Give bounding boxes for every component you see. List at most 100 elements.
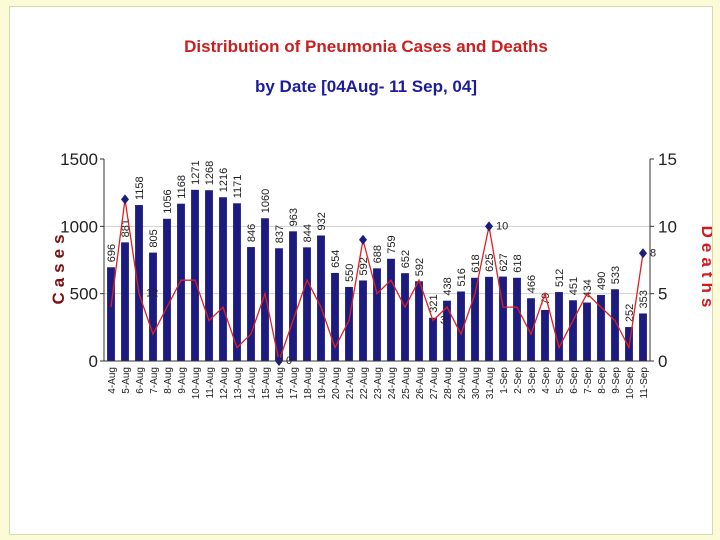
deaths-annotation: 12 — [146, 288, 158, 300]
bar-value-label: 1271 — [190, 160, 202, 184]
case-bar — [275, 248, 283, 361]
case-bar — [135, 205, 143, 361]
x-tick-label: 8-Aug — [163, 367, 174, 394]
x-tick-label: 30-Aug — [471, 367, 482, 399]
bar-value-label: 512 — [554, 269, 566, 287]
bar-value-label: 451 — [568, 277, 580, 295]
case-bar — [261, 218, 269, 361]
x-tick-label: 16-Aug — [275, 367, 286, 399]
x-tick-label: 14-Aug — [247, 367, 258, 399]
bar-value-label: 654 — [330, 250, 342, 268]
bar-value-label: 592 — [358, 257, 370, 275]
x-tick-label: 22-Aug — [359, 367, 370, 399]
right-axis-title: Deaths — [698, 226, 712, 313]
x-tick-label: 1-Sep — [499, 367, 510, 394]
bar-value-label: 932 — [316, 212, 328, 230]
x-tick-label: 8-Sep — [597, 367, 608, 394]
bar-value-label: 625 — [484, 253, 496, 271]
x-tick-label: 5-Aug — [121, 367, 132, 394]
left-axis-title: Cases — [49, 229, 68, 304]
case-bar — [583, 302, 591, 361]
bar-value-label: 844 — [302, 224, 314, 242]
bar-value-label: 533 — [610, 266, 622, 284]
bar-value-label: 1171 — [232, 175, 244, 199]
deaths-marker — [485, 221, 493, 232]
case-bar — [359, 280, 367, 361]
case-bar — [177, 203, 185, 361]
case-bar — [639, 313, 647, 361]
bar-value-label: 1268 — [204, 161, 216, 185]
x-tick-label: 5-Sep — [555, 367, 566, 394]
chart-subtitle: by Date [04Aug- 11 Sep, 04] — [255, 77, 477, 96]
bar-value-label: 627 — [498, 253, 510, 271]
bar-value-label: 846 — [246, 224, 258, 242]
x-tick-label: 31-Aug — [485, 367, 496, 399]
deaths-annotation: 8 — [650, 247, 656, 259]
x-tick-label: 17-Aug — [289, 367, 300, 399]
x-tick-label: 23-Aug — [373, 367, 384, 399]
case-bar — [345, 286, 353, 361]
bar-value-label: 696 — [106, 244, 118, 262]
bar-value-label: 837 — [274, 225, 286, 243]
x-tick-label: 7-Aug — [149, 367, 160, 394]
left-axis-ticks: 0 500 1000 1500 — [60, 150, 104, 371]
right-tick-label: 10 — [658, 217, 677, 236]
case-bar — [555, 292, 563, 361]
case-bar — [415, 281, 423, 361]
x-tick-label: 24-Aug — [387, 367, 398, 399]
case-bar — [163, 218, 171, 361]
case-bar — [107, 267, 115, 361]
bar-value-label: 516 — [456, 268, 468, 286]
case-bar — [541, 309, 549, 361]
x-tick-label: 27-Aug — [429, 367, 440, 399]
x-tick-label: 6-Sep — [569, 367, 580, 394]
x-tick-label: 19-Aug — [317, 367, 328, 399]
deaths-marker — [359, 234, 367, 245]
bar-value-label: 688 — [372, 245, 384, 263]
bar-value-label: 353 — [638, 290, 650, 308]
x-tick-label: 25-Aug — [401, 367, 412, 399]
case-bar — [401, 273, 409, 361]
x-tick-label: 11-Sep — [639, 367, 650, 399]
bar-value-label: 434 — [582, 279, 594, 297]
case-bar — [387, 258, 395, 361]
left-tick-label: 0 — [89, 352, 98, 371]
left-tick-label: 1000 — [60, 217, 98, 236]
bar-value-label: 490 — [596, 272, 608, 290]
bar-value-label: 466 — [526, 275, 538, 293]
x-tick-label: 26-Aug — [415, 367, 426, 399]
bar-value-label: 618 — [512, 254, 524, 272]
bar-value-label: 438 — [442, 277, 454, 295]
x-tick-label: 9-Sep — [611, 367, 622, 394]
x-tick-label: 7-Sep — [583, 367, 594, 394]
case-bar — [471, 277, 479, 361]
case-bar — [443, 300, 451, 361]
x-tick-label: 3-Sep — [527, 367, 538, 394]
bar-value-label: 1216 — [218, 168, 230, 192]
x-tick-label: 4-Aug — [107, 367, 118, 394]
chart-svg: Distribution of Pneumonia Cases and Deat… — [49, 37, 712, 400]
case-bar — [317, 235, 325, 361]
bar-value-label: 1056 — [162, 189, 174, 213]
bar-value-label: 1158 — [134, 176, 146, 200]
deaths-annotation: 3 — [440, 315, 446, 327]
x-tick-label: 6-Aug — [135, 367, 146, 394]
case-bar — [569, 300, 577, 361]
bar-value-label: 550 — [344, 264, 356, 282]
x-tick-label: 18-Aug — [303, 367, 314, 399]
deaths-line — [110, 199, 644, 364]
case-bar — [527, 298, 535, 361]
case-bar — [233, 203, 241, 361]
right-tick-label: 15 — [658, 150, 677, 169]
case-bar — [513, 277, 521, 361]
x-tick-label: 29-Aug — [457, 367, 468, 399]
left-tick-label: 1500 — [60, 150, 98, 169]
bar-value-label: 618 — [470, 254, 482, 272]
case-bar — [149, 252, 157, 361]
x-axis-ticks: 4-Aug 5-Aug 6-Aug 7-Aug 8-Aug 9-Aug 10-Aug 11-A… — [107, 367, 650, 400]
right-axis-ticks: 0 5 10 15 — [650, 150, 677, 371]
x-tick-label: 10-Sep — [625, 367, 636, 400]
x-tick-label: 21-Aug — [345, 367, 356, 399]
case-bar — [373, 268, 381, 361]
case-bars — [107, 189, 647, 361]
